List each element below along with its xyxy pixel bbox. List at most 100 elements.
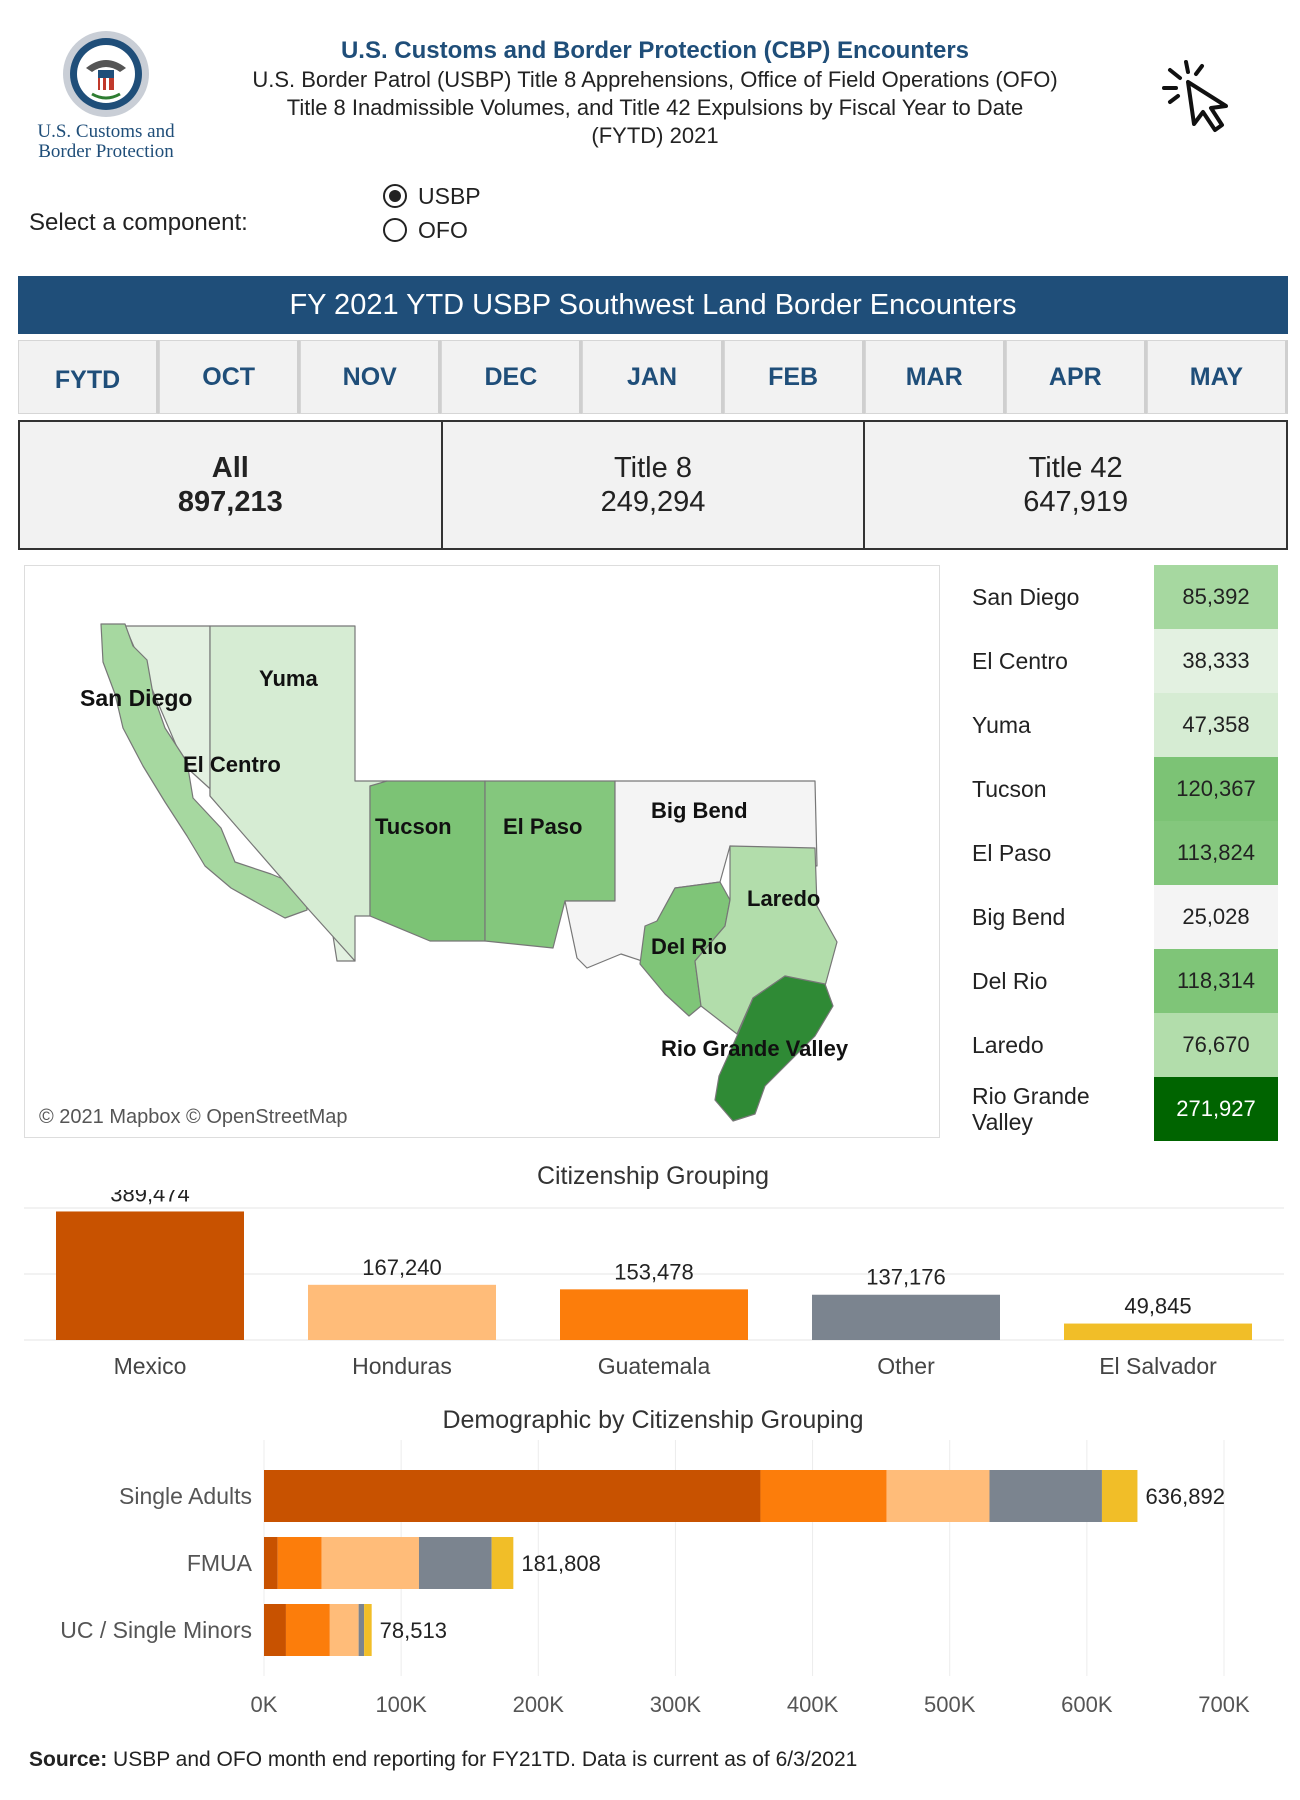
tab-may[interactable]: MAY (1146, 340, 1288, 414)
x-tick-label: 200K (513, 1692, 565, 1717)
x-tick-label: 300K (650, 1692, 702, 1717)
sector-name: Laredo (972, 1032, 1044, 1058)
category-label: Mexico (114, 1353, 187, 1379)
map-label-el-paso: El Paso (503, 814, 582, 839)
bar-value-label: 49,845 (1124, 1294, 1191, 1319)
radio-usbp[interactable]: USBP (383, 180, 481, 212)
summary-all[interactable]: All 897,213 (20, 422, 443, 548)
sector-row[interactable]: Tucson 120,367 (960, 757, 1278, 822)
component-selector-label: Select a component: (29, 209, 248, 236)
page-subtitle-line1: U.S. Border Patrol (USBP) Title 8 Appreh… (252, 67, 1058, 92)
bar-value-label: 153,478 (614, 1259, 694, 1284)
tab-dec[interactable]: DEC (441, 340, 583, 414)
sector-row[interactable]: Laredo 76,670 (960, 1013, 1278, 1078)
x-tick-label: 700K (1198, 1692, 1250, 1717)
sector-value: 47,358 (1154, 693, 1278, 757)
sector-name: Big Bend (972, 904, 1066, 930)
bar[interactable] (812, 1294, 1000, 1340)
tab-oct[interactable]: OCT (159, 340, 301, 414)
stacked-bar-segment[interactable] (358, 1604, 365, 1656)
summary-boxes: All 897,213 Title 8 249,294 Title 42 647… (18, 420, 1288, 550)
stacked-bar-segment[interactable] (886, 1470, 990, 1522)
logo-text-line1: U.S. Customs and (37, 121, 175, 142)
sector-value: 113,824 (1154, 821, 1278, 885)
category-label: Honduras (352, 1353, 452, 1379)
tab-feb[interactable]: FEB (723, 340, 865, 414)
stacked-bar-segment[interactable] (989, 1470, 1102, 1522)
dhs-seal-icon (63, 31, 149, 117)
cursor-click-icon (1162, 60, 1228, 132)
map-label-tucson: Tucson (375, 814, 452, 839)
x-tick-label: 500K (924, 1692, 976, 1717)
map-label-big-bend: Big Bend (651, 798, 748, 823)
tab-jan[interactable]: JAN (582, 340, 724, 414)
sector-row[interactable]: El Centro 38,333 (960, 629, 1278, 694)
summary-title-42-label: Title 42 (1028, 452, 1123, 484)
bar-value-label: 167,240 (362, 1255, 442, 1280)
tab-fytd[interactable]: FYTD (18, 340, 160, 414)
y-category-label: FMUA (187, 1550, 253, 1576)
category-label: Guatemala (598, 1353, 711, 1379)
sector-row[interactable]: El Paso 113,824 (960, 821, 1278, 886)
sector-value: 118,314 (1154, 949, 1278, 1013)
radio-ofo[interactable]: OFO (383, 214, 468, 246)
tab-apr[interactable]: APR (1005, 340, 1147, 414)
summary-title-42[interactable]: Title 42 647,919 (865, 422, 1286, 548)
map-label-laredo: Laredo (747, 886, 820, 911)
stacked-bar-segment[interactable] (264, 1470, 761, 1522)
x-tick-label: 0K (251, 1692, 278, 1717)
bar-total-label: 636,892 (1145, 1484, 1225, 1509)
summary-title-8[interactable]: Title 8 249,294 (443, 422, 866, 548)
sector-row[interactable]: Del Rio 118,314 (960, 949, 1278, 1014)
radio-selected-icon[interactable] (383, 184, 407, 208)
stacked-bar-segment[interactable] (418, 1537, 492, 1589)
stacked-bar-segment[interactable] (321, 1537, 419, 1589)
stacked-bar-segment[interactable] (329, 1604, 359, 1656)
stacked-bar-segment[interactable] (264, 1604, 286, 1656)
summary-title-42-value: 647,919 (1023, 486, 1129, 518)
stacked-bar-segment[interactable] (760, 1470, 887, 1522)
page-title: U.S. Customs and Border Protection (CBP)… (340, 37, 970, 64)
tab-nov[interactable]: NOV (300, 340, 442, 414)
bar-total-label: 78,513 (380, 1618, 447, 1643)
section-banner: FY 2021 YTD USBP Southwest Land Border E… (18, 276, 1288, 334)
radio-unselected-icon[interactable] (383, 218, 407, 242)
demographic-chart: 0K 100K 200K 300K 400K 500K 600K 700K Single Adu… (60, 1440, 1250, 1717)
y-category-label: UC / Single Minors (60, 1617, 252, 1643)
page-subtitle-line3: (FYTD) 2021 (591, 123, 719, 148)
cbp-logo: U.S. Customs and Border Protection (26, 30, 186, 170)
stacked-bar-segment[interactable] (491, 1537, 514, 1589)
map-credit: © 2021 Mapbox © OpenStreetMap (39, 1106, 348, 1128)
radio-ofo-label: OFO (418, 216, 468, 243)
bar[interactable] (1064, 1323, 1252, 1340)
stacked-bar-segment[interactable] (1101, 1470, 1138, 1522)
bar[interactable] (560, 1289, 748, 1340)
sector-map[interactable]: San Diego Yuma El Centro Tucson El Paso … (24, 565, 940, 1138)
sector-value: 76,670 (1154, 1013, 1278, 1077)
map-label-san-diego: San Diego (80, 685, 192, 711)
citizenship-chart: 389,474 Mexico 167,240 Honduras 153,478 Guate… (24, 1190, 1284, 1379)
sector-value: 85,392 (1154, 565, 1278, 629)
map-region-del-rio[interactable] (639, 881, 731, 1017)
stacked-bar-segment[interactable] (364, 1604, 372, 1656)
map-region-tucson[interactable] (369, 780, 486, 942)
category-label: El Salvador (1099, 1353, 1217, 1379)
bar[interactable] (308, 1284, 496, 1340)
map-label-yuma: Yuma (259, 666, 318, 691)
sector-row[interactable]: Rio Grande Valley 271,927 (960, 1077, 1278, 1142)
page-subtitle-line2: Title 8 Inadmissible Volumes, and Title … (286, 95, 1024, 120)
bar[interactable] (56, 1211, 244, 1340)
x-tick-label: 400K (787, 1692, 839, 1717)
tab-mar[interactable]: MAR (864, 340, 1006, 414)
map-region-rio-grande-valley[interactable] (714, 975, 834, 1122)
sector-name: Yuma (972, 712, 1031, 738)
month-tabs: FYTD OCT NOV DEC JAN FEB MAR APR MAY (18, 340, 1288, 414)
stacked-bar-segment[interactable] (285, 1604, 330, 1656)
bar-value-label: 389,474 (110, 1190, 190, 1206)
sector-value: 25,028 (1154, 885, 1278, 949)
sector-row[interactable]: San Diego 85,392 (960, 565, 1278, 630)
stacked-bar-segment[interactable] (264, 1537, 278, 1589)
sector-row[interactable]: Big Bend 25,028 (960, 885, 1278, 950)
sector-row[interactable]: Yuma 47,358 (960, 693, 1278, 758)
stacked-bar-segment[interactable] (277, 1537, 322, 1589)
